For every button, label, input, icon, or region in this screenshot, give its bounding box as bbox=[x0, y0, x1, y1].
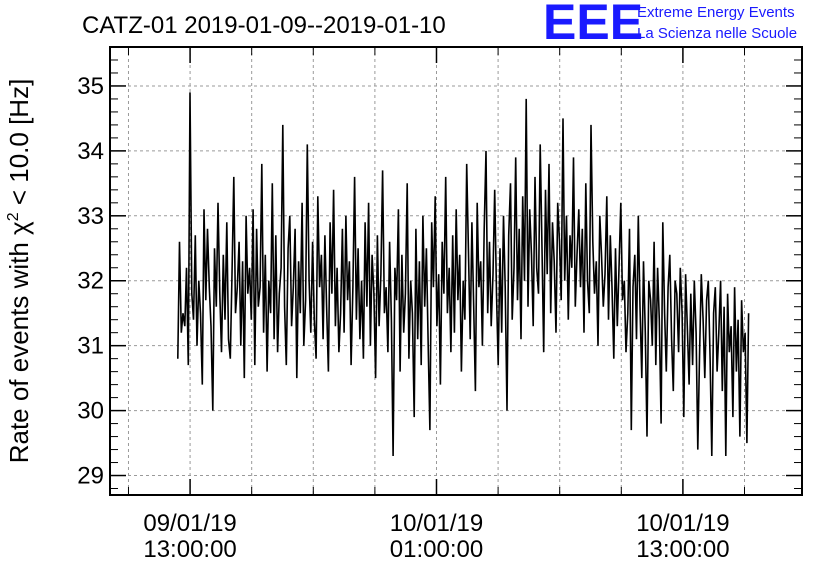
y-axis-label-suffix: < 10.0 [Hz] bbox=[4, 79, 34, 213]
x-tick-label-date: 09/01/19 bbox=[143, 510, 236, 537]
y-tick-label: 33 bbox=[77, 203, 104, 230]
y-tick-label: 30 bbox=[77, 398, 104, 425]
y-tick-label: 31 bbox=[77, 333, 104, 360]
y-axis-label-symbol: χ bbox=[4, 221, 34, 235]
data-series bbox=[177, 92, 750, 457]
x-tick-labels: 09/01/1913:00:0010/01/1901:00:0010/01/19… bbox=[143, 510, 729, 563]
y-axis-label: Rate of events with χ2 < 10.0 [Hz] bbox=[4, 79, 34, 464]
y-tick-labels: 29 30 31 32 33 34 35 bbox=[77, 73, 104, 490]
y-axis-label-prefix: Rate of events with bbox=[4, 235, 34, 463]
y-tick-label: 35 bbox=[77, 73, 104, 100]
x-tick-label-time: 13:00:00 bbox=[143, 536, 236, 563]
chart-title: CATZ-01 2019-01-09--2019-01-10 bbox=[82, 12, 446, 39]
eee-logo-line1: Extreme Energy Events bbox=[637, 4, 795, 21]
eee-logo-mark: EEE bbox=[543, 0, 643, 50]
x-tick-label-time: 01:00:00 bbox=[390, 536, 483, 563]
eee-logo-line2: La Scienza nelle Scuole bbox=[637, 25, 797, 42]
y-tick-label: 34 bbox=[77, 138, 104, 165]
axis-ticks bbox=[110, 46, 802, 495]
plot-frame bbox=[109, 46, 803, 496]
x-tick-label-time: 13:00:00 bbox=[636, 536, 729, 563]
y-tick-label: 32 bbox=[77, 268, 104, 295]
series-line bbox=[177, 92, 750, 457]
y-axis-label-sup: 2 bbox=[5, 212, 22, 221]
eee-logo: EEE Extreme Energy Events La Scienza nel… bbox=[543, 0, 797, 50]
x-tick-label-date: 10/01/19 bbox=[636, 510, 729, 537]
y-tick-label: 29 bbox=[77, 463, 104, 490]
x-tick-label-date: 10/01/19 bbox=[390, 510, 483, 537]
